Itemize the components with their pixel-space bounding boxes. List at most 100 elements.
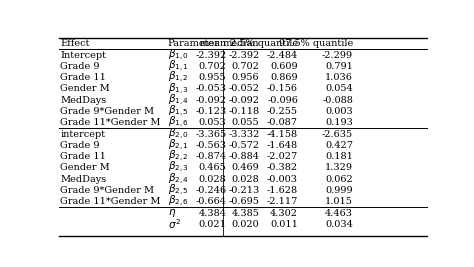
Text: 0.020: 0.020	[232, 220, 259, 229]
Text: 4.385: 4.385	[232, 209, 259, 218]
Text: $\beta_{1,5}$: $\beta_{1,5}$	[168, 104, 189, 119]
Text: -2.635: -2.635	[322, 129, 353, 139]
Text: 0.028: 0.028	[232, 175, 259, 184]
Text: Grade 11*Gender M: Grade 11*Gender M	[60, 118, 161, 127]
Text: -0.053: -0.053	[195, 84, 227, 93]
Text: intercept: intercept	[60, 129, 106, 139]
Text: -0.255: -0.255	[267, 107, 298, 116]
Text: -0.088: -0.088	[322, 96, 353, 105]
Text: -2.027: -2.027	[267, 152, 298, 161]
Text: -0.572: -0.572	[228, 141, 259, 150]
Text: 0.702: 0.702	[199, 62, 227, 71]
Text: -1.648: -1.648	[267, 141, 298, 150]
Text: -0.118: -0.118	[228, 107, 259, 116]
Text: 4.463: 4.463	[325, 209, 353, 218]
Text: -0.664: -0.664	[195, 197, 227, 206]
Text: -0.874: -0.874	[195, 152, 227, 161]
Text: $\beta_{1,4}$: $\beta_{1,4}$	[168, 93, 189, 108]
Text: 0.011: 0.011	[270, 220, 298, 229]
Text: 97.5% quantile: 97.5% quantile	[279, 39, 353, 48]
Text: -0.382: -0.382	[267, 163, 298, 172]
Text: Intercept: Intercept	[60, 51, 106, 60]
Text: 0.609: 0.609	[270, 62, 298, 71]
Text: 4.384: 4.384	[199, 209, 227, 218]
Text: Parameter: Parameter	[168, 39, 219, 48]
Text: $\beta_{1,0}$: $\beta_{1,0}$	[168, 48, 189, 63]
Text: -0.246: -0.246	[195, 186, 227, 195]
Text: Grade 9*Gender M: Grade 9*Gender M	[60, 107, 155, 116]
Text: -2.392: -2.392	[195, 51, 227, 60]
Text: Grade 9*Gender M: Grade 9*Gender M	[60, 186, 155, 195]
Text: 0.465: 0.465	[199, 163, 227, 172]
Text: 4.302: 4.302	[270, 209, 298, 218]
Text: 0.791: 0.791	[325, 62, 353, 71]
Text: -0.213: -0.213	[228, 186, 259, 195]
Text: 0.028: 0.028	[199, 175, 227, 184]
Text: mean: mean	[199, 39, 227, 48]
Text: Grade 11: Grade 11	[60, 73, 106, 82]
Text: -0.003: -0.003	[267, 175, 298, 184]
Text: 0.054: 0.054	[325, 84, 353, 93]
Text: -0.884: -0.884	[228, 152, 259, 161]
Text: Grade 9: Grade 9	[60, 141, 100, 150]
Text: $\beta_{2,5}$: $\beta_{2,5}$	[168, 183, 189, 198]
Text: $\beta_{1,6}$: $\beta_{1,6}$	[168, 115, 189, 130]
Text: -3.332: -3.332	[228, 129, 259, 139]
Text: -3.365: -3.365	[195, 129, 227, 139]
Text: -2.484: -2.484	[267, 51, 298, 60]
Text: 0.999: 0.999	[326, 186, 353, 195]
Text: 0.469: 0.469	[232, 163, 259, 172]
Text: $\beta_{2,3}$: $\beta_{2,3}$	[168, 160, 189, 175]
Text: 1.036: 1.036	[325, 73, 353, 82]
Text: $\beta_{1,2}$: $\beta_{1,2}$	[168, 70, 189, 85]
Text: -1.628: -1.628	[267, 186, 298, 195]
Text: 0.034: 0.034	[325, 220, 353, 229]
Text: $\beta_{2,0}$: $\beta_{2,0}$	[168, 127, 189, 142]
Text: $\eta$: $\eta$	[168, 207, 176, 219]
Text: 0.702: 0.702	[232, 62, 259, 71]
Text: -0.695: -0.695	[228, 197, 259, 206]
Text: 0.055: 0.055	[232, 118, 259, 127]
Text: $\beta_{2,2}$: $\beta_{2,2}$	[168, 149, 189, 164]
Text: Grade 9: Grade 9	[60, 62, 100, 71]
Text: $\beta_{2,6}$: $\beta_{2,6}$	[168, 194, 189, 209]
Text: -2.117: -2.117	[267, 197, 298, 206]
Text: Gender M: Gender M	[60, 163, 110, 172]
Text: -0.087: -0.087	[267, 118, 298, 127]
Text: -0.563: -0.563	[195, 141, 227, 150]
Text: $\beta_{1,1}$: $\beta_{1,1}$	[168, 59, 189, 74]
Text: -4.158: -4.158	[267, 129, 298, 139]
Text: Grade 11: Grade 11	[60, 152, 106, 161]
Text: -2.299: -2.299	[322, 51, 353, 60]
Text: $\beta_{2,4}$: $\beta_{2,4}$	[168, 172, 189, 187]
Text: 1.329: 1.329	[325, 163, 353, 172]
Text: Gender M: Gender M	[60, 84, 110, 93]
Text: -0.096: -0.096	[267, 96, 298, 105]
Text: Grade 11*Gender M: Grade 11*Gender M	[60, 197, 161, 206]
Text: 0.956: 0.956	[232, 73, 259, 82]
Text: 0.427: 0.427	[325, 141, 353, 150]
Text: MedDays: MedDays	[60, 96, 107, 105]
Text: 0.193: 0.193	[325, 118, 353, 127]
Text: 0.062: 0.062	[325, 175, 353, 184]
Text: -0.156: -0.156	[267, 84, 298, 93]
Text: 0.869: 0.869	[270, 73, 298, 82]
Text: -0.092: -0.092	[195, 96, 227, 105]
Text: 0.181: 0.181	[325, 152, 353, 161]
Text: MedDays: MedDays	[60, 175, 107, 184]
Text: $\sigma^2$: $\sigma^2$	[168, 217, 181, 231]
Text: 0.003: 0.003	[325, 107, 353, 116]
Text: $\beta_{1,3}$: $\beta_{1,3}$	[168, 81, 189, 96]
Text: 0.053: 0.053	[199, 118, 227, 127]
Text: 0.021: 0.021	[199, 220, 227, 229]
Text: $\beta_{2,1}$: $\beta_{2,1}$	[168, 138, 189, 153]
Text: 2.5% quantile: 2.5% quantile	[230, 39, 298, 48]
Text: Effect: Effect	[60, 39, 90, 48]
Text: -2.392: -2.392	[228, 51, 259, 60]
Text: -0.052: -0.052	[228, 84, 259, 93]
Text: -0.092: -0.092	[228, 96, 259, 105]
Text: 0.955: 0.955	[199, 73, 227, 82]
Text: 1.015: 1.015	[325, 197, 353, 206]
Text: median: median	[223, 39, 259, 48]
Text: -0.123: -0.123	[195, 107, 227, 116]
